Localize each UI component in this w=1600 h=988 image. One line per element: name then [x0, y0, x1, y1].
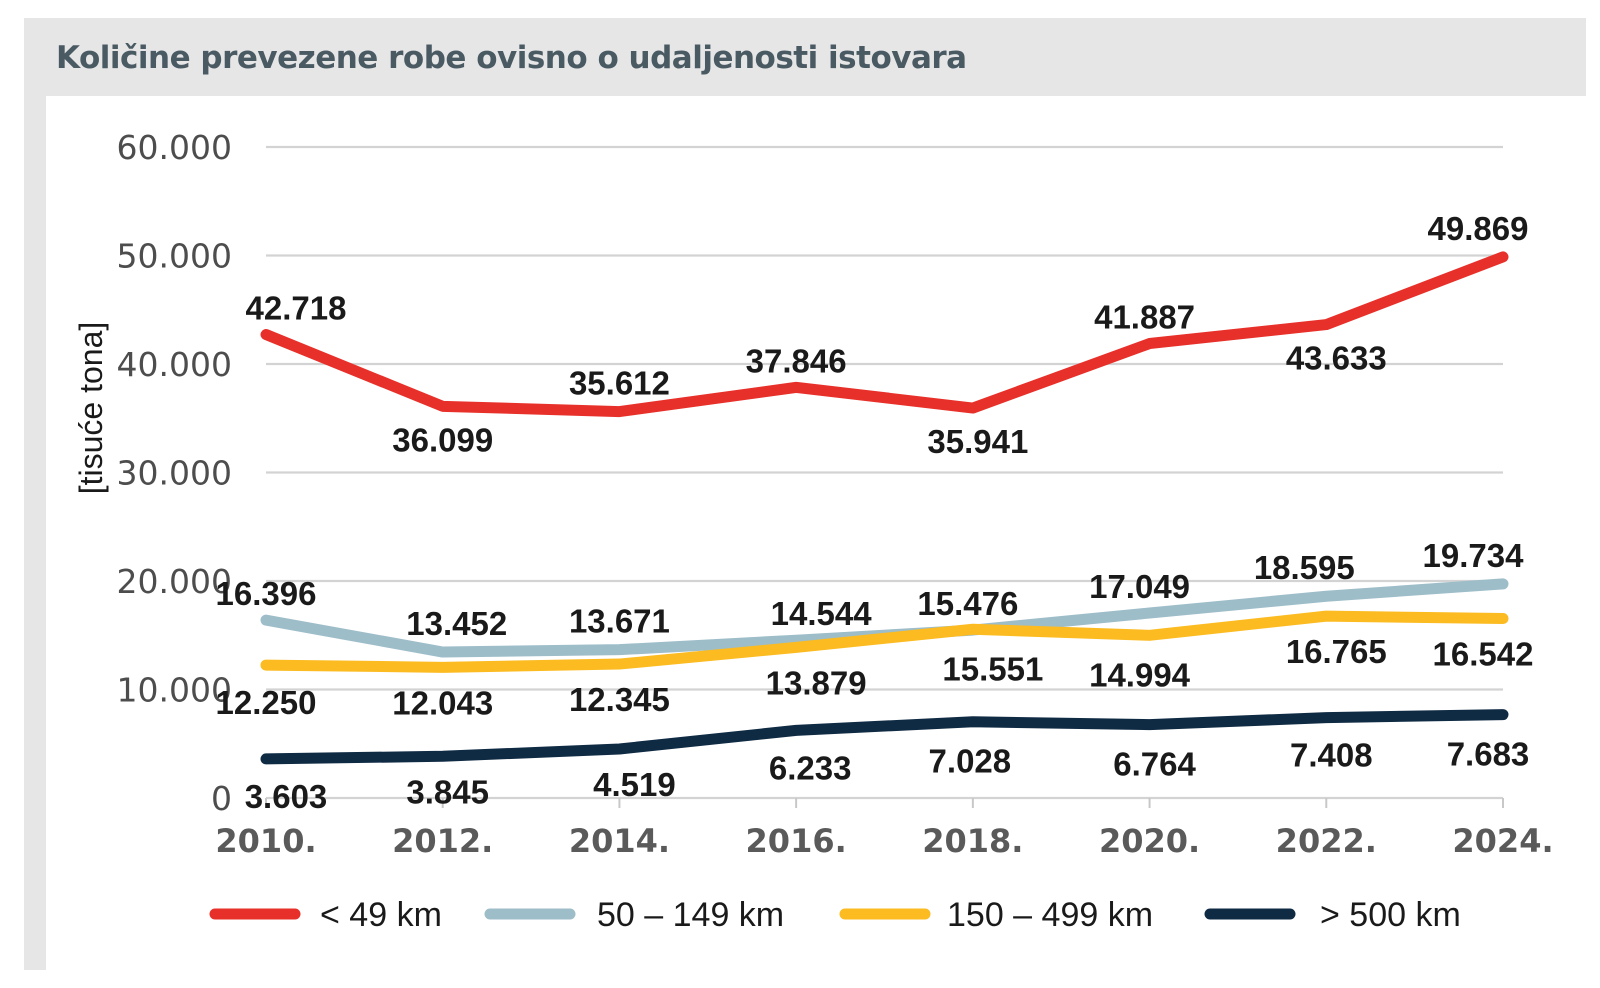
data-label: 3.603 [245, 778, 328, 815]
data-label: 3.845 [406, 773, 489, 810]
data-label: 49.869 [1428, 210, 1529, 247]
y-tick-label: 0 [211, 779, 232, 818]
y-tick-label: 30.000 [117, 454, 232, 493]
data-label: 35.612 [569, 365, 670, 402]
data-label: 17.049 [1089, 568, 1190, 605]
chart-title: Količine prevezene robe ovisno o udaljen… [56, 40, 967, 76]
series-line-3 [260, 610, 1509, 673]
data-label: 13.671 [569, 603, 670, 640]
data-label: 12.345 [569, 681, 670, 718]
data-label: 12.250 [216, 684, 317, 721]
legend-label: 150 – 499 km [947, 896, 1153, 934]
data-label: 13.879 [766, 664, 867, 701]
data-label: 12.043 [392, 684, 493, 721]
data-label: 18.595 [1254, 549, 1355, 586]
data-label: 7.683 [1447, 736, 1530, 773]
data-label: 19.734 [1423, 537, 1525, 574]
x-tick-label: 2016. [746, 822, 847, 860]
series-line-1 [260, 251, 1509, 418]
data-label: 36.099 [392, 421, 493, 458]
data-label: 43.633 [1286, 340, 1387, 377]
data-label: 37.846 [746, 342, 847, 379]
data-label: 35.941 [927, 423, 1028, 460]
data-label: 14.544 [771, 595, 873, 632]
legend-label: > 500 km [1320, 896, 1461, 934]
x-tick-label: 2024. [1452, 822, 1553, 860]
series-line-4 [260, 709, 1509, 765]
legend-label: 50 – 149 km [597, 896, 784, 934]
y-axis-label: [tisuće tona] [73, 322, 109, 495]
data-label: 41.887 [1094, 299, 1195, 336]
x-tick-label: 2022. [1276, 822, 1377, 860]
data-label: 16.765 [1286, 633, 1387, 670]
data-label: 15.476 [917, 585, 1018, 622]
data-label: 6.233 [769, 749, 852, 786]
data-label: 42.718 [246, 290, 347, 327]
x-tick-label: 2020. [1099, 822, 1200, 860]
y-tick-label: 10.000 [117, 671, 232, 710]
x-tick-label: 2014. [569, 822, 670, 860]
data-label: 6.764 [1113, 746, 1196, 783]
data-label: 7.028 [929, 743, 1012, 780]
x-tick-label: 2012. [392, 822, 493, 860]
x-tick-label: 2010. [215, 822, 316, 860]
y-tick-label: 50.000 [117, 237, 232, 276]
y-tick-label: 40.000 [117, 345, 232, 384]
y-tick-label: 20.000 [117, 562, 232, 601]
line-chart: 0 10.000 20.000 30.000 40.000 50.000 60.000 201… [73, 128, 1554, 934]
data-label: 15.551 [942, 650, 1043, 687]
data-label: 14.994 [1089, 656, 1191, 693]
data-label: 7.408 [1290, 737, 1373, 774]
plot-panel: 0 10.000 20.000 30.000 40.000 50.000 60.000 201… [46, 96, 1586, 970]
data-label: 13.452 [406, 605, 507, 642]
data-label: 4.519 [593, 766, 676, 803]
x-tick-label: 2018. [922, 822, 1023, 860]
title-bar: Količine prevezene robe ovisno o udaljen… [24, 18, 1586, 96]
data-label: 16.396 [216, 575, 317, 612]
y-tick-label: 60.000 [117, 128, 232, 167]
data-label: 16.542 [1433, 636, 1534, 673]
legend-label: < 49 km [320, 896, 442, 934]
